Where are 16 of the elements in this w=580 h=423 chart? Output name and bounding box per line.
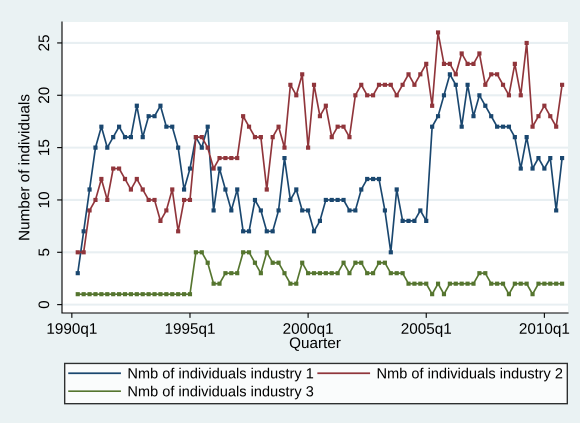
y-axis-title: Number of individuals: [18, 94, 30, 240]
x-tick-label: 2000q1: [283, 323, 333, 337]
y-tick-label: 5: [38, 248, 50, 256]
y-tick-label: 10: [38, 192, 50, 208]
x-tick-label: 1995q1: [166, 323, 215, 337]
x-tick-label: 2005q1: [402, 323, 451, 337]
y-tick-label: 20: [38, 87, 50, 103]
y-tick-label: 0: [38, 300, 50, 308]
x-tick-label: 1990q1: [48, 323, 97, 337]
y-tick-label: 15: [38, 140, 50, 155]
y-tick-label: 25: [38, 35, 50, 51]
x-tick-label: 2010q1: [520, 323, 570, 337]
legend-label: Nmb of individuals industry 1: [128, 368, 314, 382]
legend-label: Nmb of individuals industry 2: [378, 368, 562, 382]
legend-label: Nmb of individuals industry 3: [128, 386, 314, 400]
x-axis-title: Quarter: [290, 337, 341, 351]
